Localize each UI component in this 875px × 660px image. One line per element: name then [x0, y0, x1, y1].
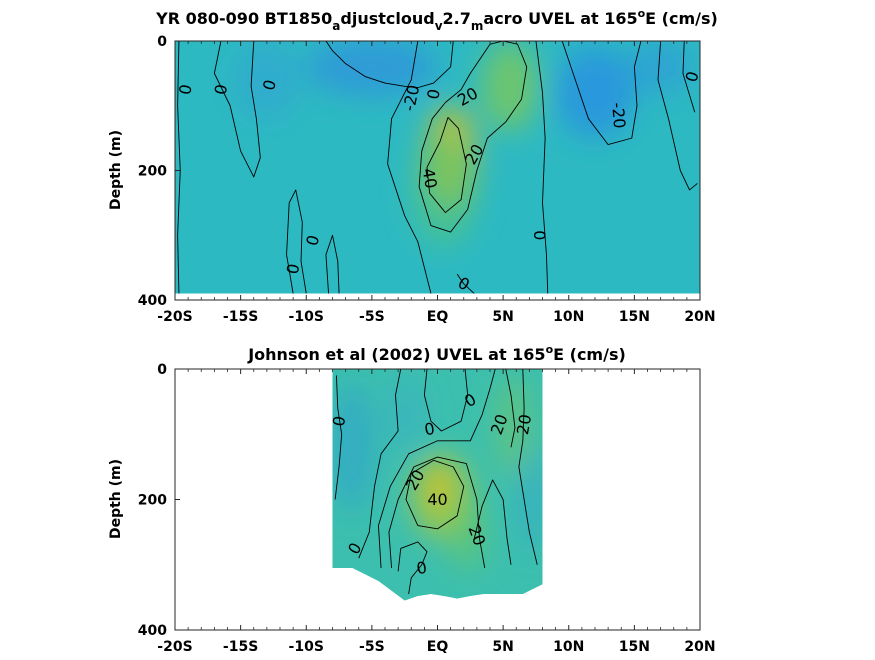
contour-line	[325, 234, 340, 294]
contour-line	[334, 375, 343, 500]
x-tick-label: 15N	[619, 639, 650, 655]
contour-label: 0	[283, 262, 303, 275]
contour-line	[682, 41, 696, 113]
contour-line	[505, 369, 516, 448]
contour-label: 0	[415, 558, 428, 578]
contour-line	[535, 41, 549, 294]
color-blobs	[332, 375, 543, 572]
contour-label: 40	[427, 490, 447, 509]
x-tick-label: -10S	[289, 639, 324, 655]
contour-line	[286, 189, 307, 294]
contour-line	[561, 41, 642, 146]
color-blob	[555, 47, 635, 139]
x-tick-label: 5N	[492, 639, 513, 655]
color-blob	[306, 41, 438, 97]
contour-label: 40	[419, 167, 441, 190]
x-tick-label: -15S	[223, 639, 258, 655]
x-tick-label: -15S	[223, 309, 258, 325]
contour-line	[397, 541, 428, 595]
contour-lines	[177, 41, 698, 294]
contour-lines	[334, 369, 538, 595]
color-blob	[520, 447, 543, 552]
contour-label: 0	[682, 69, 703, 84]
y-tick-label: 200	[138, 493, 167, 509]
contour-line	[405, 459, 465, 530]
data-region	[332, 369, 543, 601]
x-tick-label: -5S	[359, 309, 385, 325]
contour-line	[358, 369, 402, 559]
x-tick-label: 20N	[684, 639, 715, 655]
contour-label: 0	[175, 83, 195, 96]
contour-label: 0	[329, 415, 349, 428]
contour-line	[377, 369, 496, 569]
contour-label: 0	[211, 83, 231, 96]
x-tick-label: 20N	[684, 309, 715, 325]
color-blob	[234, 41, 300, 119]
color-blob	[332, 382, 374, 513]
x-tick-label: 10N	[553, 639, 584, 655]
contour-label: 0	[423, 87, 443, 100]
contour-label: 20	[513, 413, 535, 436]
x-tick-label: 10N	[553, 309, 584, 325]
contour-line	[388, 456, 486, 569]
color-blob	[495, 375, 532, 480]
data-region	[175, 41, 700, 294]
contour-line	[657, 41, 698, 191]
x-tick-label: -20S	[157, 639, 192, 655]
contour-label: -20	[608, 102, 629, 130]
x-tick-label: 15N	[619, 309, 650, 325]
chart-panel-bottom: Johnson et al (2002) UVEL at 165oE (cm/s…	[108, 343, 716, 655]
contour-label: 0	[423, 419, 436, 439]
color-blobs	[234, 41, 694, 249]
x-tick-label: -5S	[359, 639, 385, 655]
chart-panel-top: YR 080-090 BT1850adjustcloudv2.7macro UV…	[108, 7, 718, 325]
y-tick-label: 0	[157, 362, 167, 378]
contour-label: 0	[530, 230, 549, 240]
contour-line	[473, 479, 512, 565]
color-blob	[421, 463, 454, 510]
y-tick-label: 0	[157, 34, 167, 50]
contour-line	[423, 369, 469, 432]
y-tick-label: 400	[138, 293, 167, 309]
x-tick-label: EQ	[427, 639, 449, 655]
color-blob	[446, 492, 487, 572]
contour-label: 0	[302, 233, 323, 248]
contour-line	[418, 41, 528, 233]
contour-line	[456, 273, 475, 294]
color-blob	[480, 41, 539, 132]
y-axis-label: Depth (m)	[108, 130, 124, 210]
contour-label: 0	[259, 78, 280, 93]
contour-line	[325, 41, 454, 89]
x-tick-label: -20S	[157, 309, 192, 325]
x-tick-label: -10S	[289, 309, 324, 325]
contour-line	[177, 41, 181, 294]
color-blob	[627, 41, 694, 93]
y-tick-label: 400	[138, 623, 167, 639]
y-tick-label: 200	[138, 164, 167, 180]
contour-line	[213, 41, 261, 178]
contour-line	[518, 369, 538, 565]
contour-line	[426, 116, 467, 214]
contour-line	[387, 41, 432, 294]
color-blob	[385, 375, 425, 454]
chart-title: YR 080-090 BT1850adjustcloudv2.7macro UV…	[155, 7, 718, 33]
x-tick-label: EQ	[427, 309, 449, 325]
y-axis-label: Depth (m)	[108, 459, 124, 539]
x-tick-label: 5N	[492, 309, 513, 325]
chart-title: Johnson et al (2002) UVEL at 165oE (cm/s…	[247, 343, 626, 364]
